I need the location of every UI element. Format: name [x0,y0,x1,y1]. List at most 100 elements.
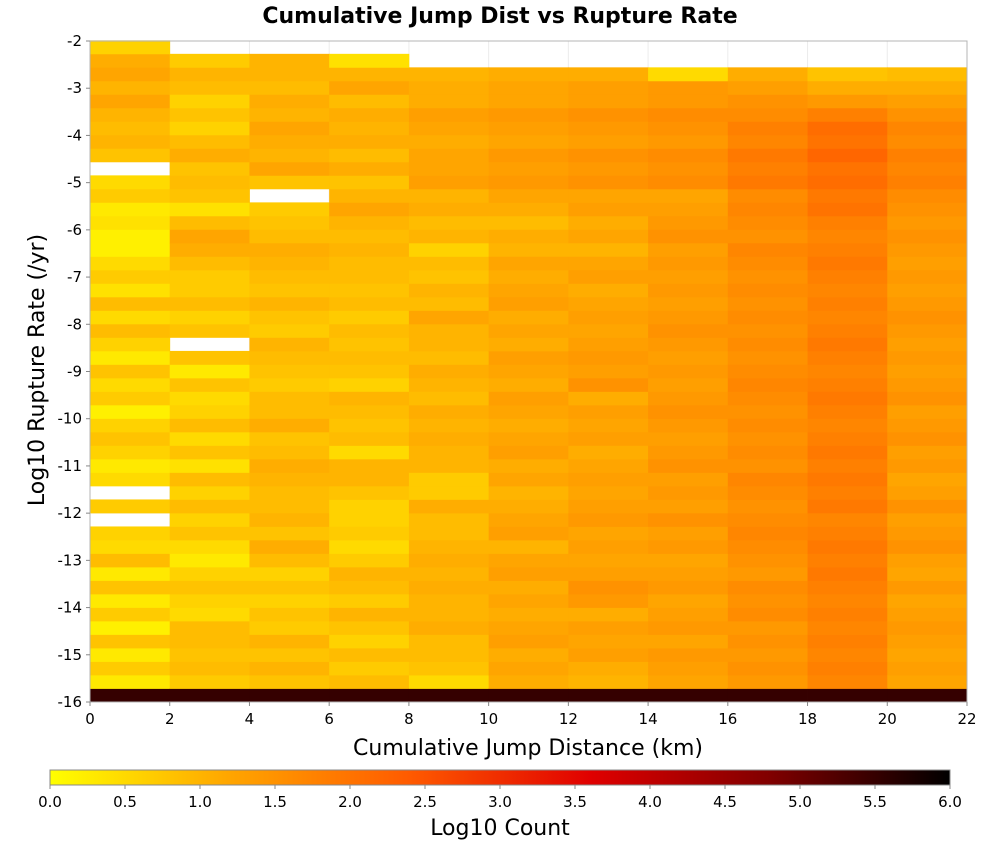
x-axis-ticks: 0 2 4 6 8 10 12 14 16 18 20 22 [85,702,977,728]
heatmap-cell [648,458,729,473]
heatmap-cell [488,526,569,541]
heatmap-cell [329,53,410,68]
heatmap-cell [648,607,729,622]
colorbar-label: Log10 Count [430,816,570,841]
heatmap-cell [568,350,649,365]
heatmap-cell [648,431,729,446]
heatmap-cell [727,445,808,460]
heatmap-cell [568,296,649,311]
heatmap-cell [249,310,330,325]
y-tick-label: -15 [58,646,83,664]
heatmap-cell [169,526,250,541]
heatmap-cell [887,107,968,122]
heatmap-cell [90,647,171,662]
heatmap-cell [887,472,968,487]
y-tick-label: -8 [67,315,82,333]
colorbar-tick-label: 1.0 [188,793,212,811]
heatmap-cell [568,566,649,581]
heatmap-cell [648,512,729,527]
heatmap-cell [807,310,888,325]
heatmap-cell [329,269,410,284]
x-tick-label: 10 [479,710,498,728]
heatmap-cell [329,67,410,82]
heatmap-cell [887,607,968,622]
heatmap-cell [887,229,968,244]
heatmap-cell [727,580,808,595]
heatmap-cell [568,661,649,676]
heatmap-cell [169,661,250,676]
heatmap-cell [568,418,649,433]
heatmap-cell [408,377,490,392]
heatmap-cell [90,418,171,433]
heatmap-cell [329,566,410,581]
heatmap-cell [887,121,968,136]
heatmap-cell [90,364,171,379]
heatmap-cell [249,634,330,649]
heatmap-cell [329,404,410,419]
heatmap-cell [887,674,968,689]
heatmap-cell [727,607,808,622]
heatmap-cell [408,391,490,406]
heatmap-cell [807,472,888,487]
heatmap-cell [408,323,490,338]
heatmap-cell [727,175,808,190]
heatmap-cell [90,526,171,541]
heatmap-cell [169,283,250,298]
heatmap-cell [488,175,569,190]
heatmap-cell [727,526,808,541]
heatmap-cell [568,458,649,473]
heatmap-cell [648,661,729,676]
x-tick-label: 14 [639,710,658,728]
heatmap-cell [807,148,888,163]
heatmap-cell [249,229,330,244]
heatmap-cell [488,607,569,622]
heatmap-cell [727,634,808,649]
heatmap-cell [488,647,569,662]
heatmap-cell [807,80,888,95]
heatmap-cell [90,377,171,392]
heatmap-cell [488,107,569,122]
x-tick-label: 20 [878,710,897,728]
heatmap-cell [568,445,649,460]
heatmap-cell [408,202,490,217]
heatmap-cell [727,188,808,203]
heatmap-cell [568,121,649,136]
heatmap-cell [648,242,729,257]
heatmap-cell [568,134,649,149]
heatmap-cell [90,634,171,649]
heatmap-cell [807,296,888,311]
heatmap-cell [488,148,569,163]
heatmap-cell [169,647,250,662]
heatmap-cell [169,377,250,392]
heatmap-cell [408,80,490,95]
y-tick-label: -13 [58,551,83,569]
heatmap-cell [329,134,410,149]
heatmap-cell [568,512,649,527]
colorbar-tick-label: 0.5 [113,793,137,811]
heatmap-cell [408,445,490,460]
heatmap-cell [648,80,729,95]
heatmap-cell [408,553,490,568]
heatmap-cell [568,472,649,487]
heatmap-cell [727,485,808,500]
heatmap-cell [169,296,250,311]
heatmap-cell [727,674,808,689]
heatmap-cell [807,94,888,109]
heatmap-cell [648,107,729,122]
heatmap-cell [169,310,250,325]
heatmap-cell [169,94,250,109]
heatmap-cell [169,242,250,257]
colorbar-tick-label: 4.5 [713,793,737,811]
x-tick-label: 2 [165,710,175,728]
heatmap-cell [727,121,808,136]
heatmap-cell [169,593,250,608]
y-tick-label: -4 [67,126,82,144]
heatmap-cell [90,391,171,406]
heatmap-cell [807,553,888,568]
heatmap-cell [727,67,808,82]
heatmap-cell [488,688,569,703]
heatmap-cell [408,593,490,608]
heatmap-cell [408,148,490,163]
heatmap-cell [648,566,729,581]
heatmap-cell [807,404,888,419]
